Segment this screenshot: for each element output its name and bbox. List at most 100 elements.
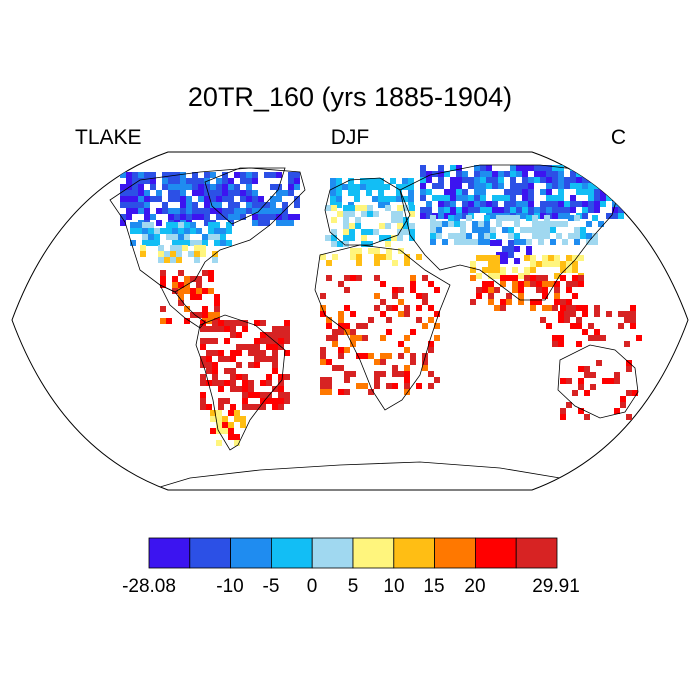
- grid-cell: [398, 341, 404, 347]
- grid-cell: [500, 267, 506, 273]
- grid-cell: [552, 171, 558, 177]
- grid-cell: [200, 380, 206, 386]
- grid-cell: [462, 177, 468, 183]
- grid-cell: [214, 240, 220, 246]
- grid-cell: [224, 338, 230, 344]
- grid-cell: [470, 267, 476, 273]
- grid-cell: [178, 300, 184, 306]
- grid-cell: [132, 196, 138, 202]
- grid-cell: [630, 311, 636, 317]
- grid-cell: [403, 229, 409, 235]
- grid-cell: [522, 165, 528, 171]
- grid-cell: [508, 215, 514, 221]
- grid-cell: [516, 171, 522, 177]
- grid-cell: [174, 208, 180, 214]
- grid-cell: [426, 171, 432, 177]
- grid-cell: [276, 220, 282, 226]
- grid-cell: [552, 195, 558, 201]
- grid-cell: [486, 171, 492, 177]
- grid-cell: [343, 241, 349, 247]
- grid-cell: [374, 260, 380, 266]
- grid-cell: [512, 275, 518, 281]
- grid-cell: [570, 171, 576, 177]
- grid-cell: [522, 171, 528, 177]
- grid-cell: [444, 195, 450, 201]
- grid-cell: [390, 196, 396, 202]
- grid-cell: [546, 171, 552, 177]
- grid-cell: [530, 255, 536, 261]
- grid-cell: [386, 329, 392, 335]
- grid-cell: [216, 184, 222, 190]
- grid-cell: [222, 172, 228, 178]
- grid-cell: [218, 380, 224, 386]
- grid-cell: [500, 281, 506, 287]
- grid-cell: [196, 228, 202, 234]
- grid-cell: [246, 208, 252, 214]
- grid-cell: [120, 202, 126, 208]
- grid-cell: [546, 189, 552, 195]
- grid-cell: [518, 293, 524, 299]
- grid-cell: [202, 288, 208, 294]
- grid-cell: [336, 178, 342, 184]
- grid-cell: [572, 281, 578, 287]
- grid-cell: [126, 196, 132, 202]
- grid-cell: [276, 214, 282, 220]
- grid-cell: [198, 184, 204, 190]
- grid-cell: [206, 380, 212, 386]
- grid-cell: [188, 251, 194, 257]
- grid-cell: [258, 214, 264, 220]
- grid-cell: [578, 378, 584, 384]
- colorbar-label: 10: [383, 576, 404, 597]
- grid-cell: [216, 208, 222, 214]
- grid-cell: [492, 213, 498, 219]
- grid-cell: [582, 189, 588, 195]
- grid-cell: [428, 281, 434, 287]
- grid-cell: [468, 177, 474, 183]
- grid-cell: [396, 196, 402, 202]
- grid-cell: [612, 207, 618, 213]
- grid-cell: [530, 299, 536, 305]
- colorbar-label: 20: [464, 576, 485, 597]
- grid-cell: [278, 374, 284, 380]
- grid-cell: [202, 270, 208, 276]
- grid-cell: [252, 172, 258, 178]
- grid-cell: [294, 178, 300, 184]
- grid-cell: [362, 323, 368, 329]
- grid-cell: [564, 183, 570, 189]
- grid-cell: [492, 171, 498, 177]
- grid-cell: [502, 215, 508, 221]
- grid-cell: [326, 275, 332, 281]
- grid-cell: [350, 248, 356, 254]
- grid-cell: [566, 402, 572, 408]
- grid-cell: [362, 335, 368, 341]
- grid-cell: [164, 251, 170, 257]
- grid-cell: [385, 223, 391, 229]
- grid-cell: [570, 183, 576, 189]
- grid-cell: [582, 183, 588, 189]
- grid-cell: [162, 184, 168, 190]
- grid-cell: [260, 392, 266, 398]
- grid-cell: [372, 178, 378, 184]
- grid-cell: [160, 282, 166, 288]
- grid-cell: [572, 261, 578, 267]
- grid-cell: [409, 223, 415, 229]
- grid-cell: [428, 371, 434, 377]
- grid-cell: [380, 335, 386, 341]
- grid-cell: [546, 207, 552, 213]
- grid-cell: [190, 294, 196, 300]
- grid-cell: [343, 229, 349, 235]
- grid-cell: [349, 223, 355, 229]
- grid-cell: [374, 371, 380, 377]
- grid-cell: [236, 344, 242, 350]
- grid-cell: [367, 229, 373, 235]
- grid-cell: [355, 205, 361, 211]
- grid-cell: [402, 184, 408, 190]
- grid-cell: [540, 177, 546, 183]
- grid-cell: [568, 215, 574, 221]
- grid-cell: [278, 392, 284, 398]
- grid-cell: [398, 287, 404, 293]
- grid-cell: [331, 235, 337, 241]
- grid-cell: [444, 189, 450, 195]
- grid-cell: [234, 214, 240, 220]
- grid-cell: [522, 189, 528, 195]
